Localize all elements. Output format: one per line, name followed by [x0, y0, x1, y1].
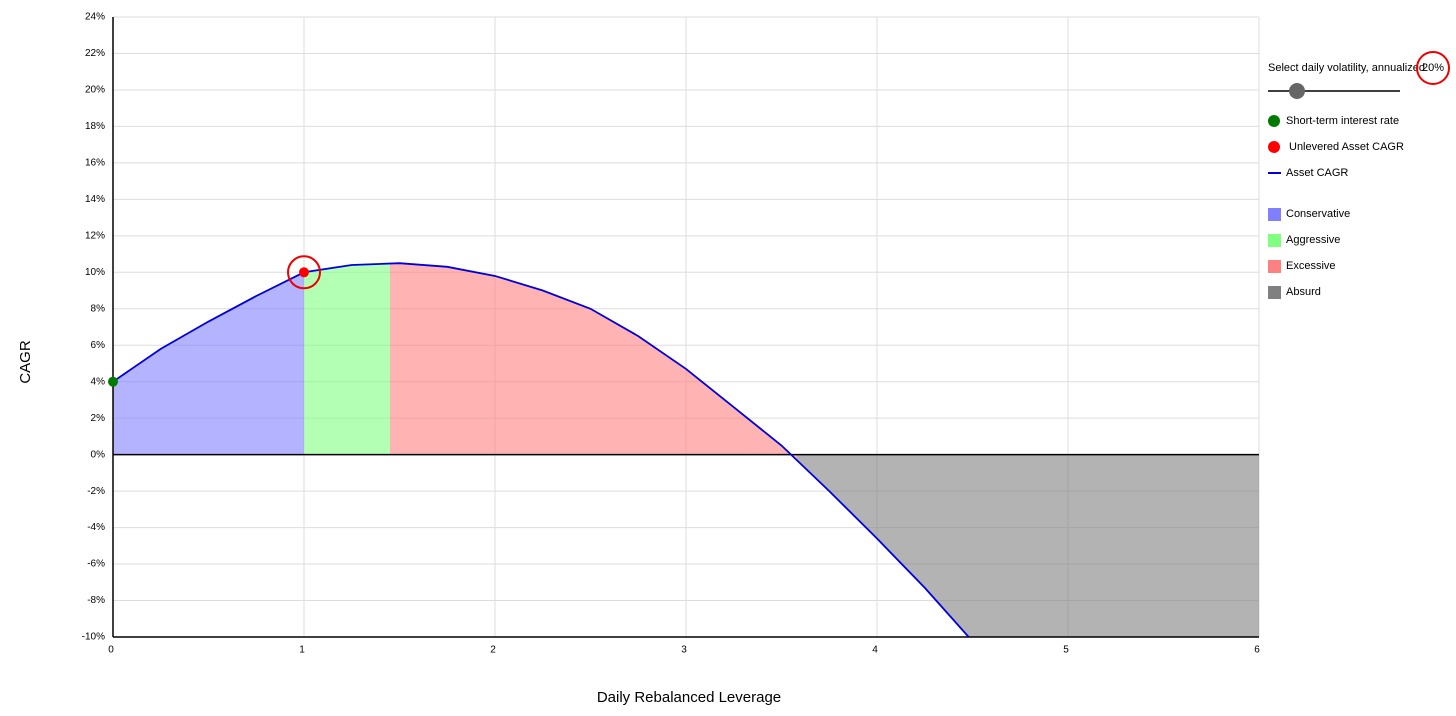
- slider-value: 20%: [1422, 62, 1444, 74]
- x-tick-label: 6: [1254, 645, 1260, 656]
- y-tick-label: 6%: [91, 340, 106, 351]
- y-tick-label: 4%: [91, 376, 106, 387]
- y-axis-label: CAGR: [17, 340, 34, 384]
- x-tick-label: 2: [490, 645, 496, 656]
- legend-label: Conservative: [1286, 208, 1350, 220]
- y-tick-label: -6%: [87, 559, 105, 570]
- y-tick-label: 16%: [85, 158, 105, 169]
- legend-swatch: [1268, 115, 1280, 127]
- y-tick-label: -10%: [82, 632, 105, 643]
- y-tick-label: -8%: [87, 595, 105, 606]
- x-tick-label: 4: [872, 645, 878, 656]
- y-tick-label: 24%: [85, 12, 105, 23]
- point: [108, 376, 118, 387]
- legend-label: Aggressive: [1286, 234, 1340, 246]
- y-tick-label: 14%: [85, 194, 105, 205]
- legend-swatch: [1268, 234, 1281, 247]
- x-tick-label: 3: [681, 645, 687, 656]
- legend-label: Excessive: [1286, 260, 1336, 272]
- y-tick-label: 18%: [85, 121, 105, 132]
- x-tick-label: 5: [1063, 645, 1069, 656]
- y-tick-label: 12%: [85, 230, 105, 241]
- curve: [112, 262, 970, 638]
- y-tick-label: -2%: [87, 486, 105, 497]
- region-area: [796, 454, 1259, 637]
- y-tick-label: 2%: [91, 413, 106, 424]
- region-area: [113, 272, 304, 455]
- legend-label: Absurd: [1286, 286, 1321, 298]
- x-axis-label: Daily Rebalanced Leverage: [597, 689, 781, 706]
- y-tick-label: 10%: [85, 267, 105, 278]
- legend-swatch: [1268, 208, 1281, 221]
- point: [299, 267, 309, 278]
- legend-swatch: [1268, 141, 1280, 153]
- region-area: [304, 263, 390, 455]
- legend-label: Asset CAGR: [1286, 167, 1348, 179]
- y-tick-label: 22%: [85, 48, 105, 59]
- y-tick-label: 20%: [85, 85, 105, 96]
- y-tick-label: -4%: [87, 522, 105, 533]
- region-area: [389, 263, 797, 461]
- legend-swatch: [1268, 260, 1281, 273]
- legend-label: Short-term interest rate: [1286, 115, 1399, 127]
- slider-knob[interactable]: [1289, 83, 1305, 99]
- highlight-circle: [287, 255, 321, 290]
- y-tick-label: 0%: [91, 449, 106, 460]
- x-tick-label: 1: [299, 645, 305, 656]
- y-tick-label: 8%: [91, 303, 106, 314]
- legend-swatch: [1268, 286, 1281, 299]
- legend-label: Unlevered Asset CAGR: [1289, 141, 1404, 153]
- x-tick-label: 0: [108, 645, 114, 656]
- slider-label: Select daily volatility, annualized: [1268, 62, 1425, 74]
- highlight-circle: [1416, 51, 1450, 85]
